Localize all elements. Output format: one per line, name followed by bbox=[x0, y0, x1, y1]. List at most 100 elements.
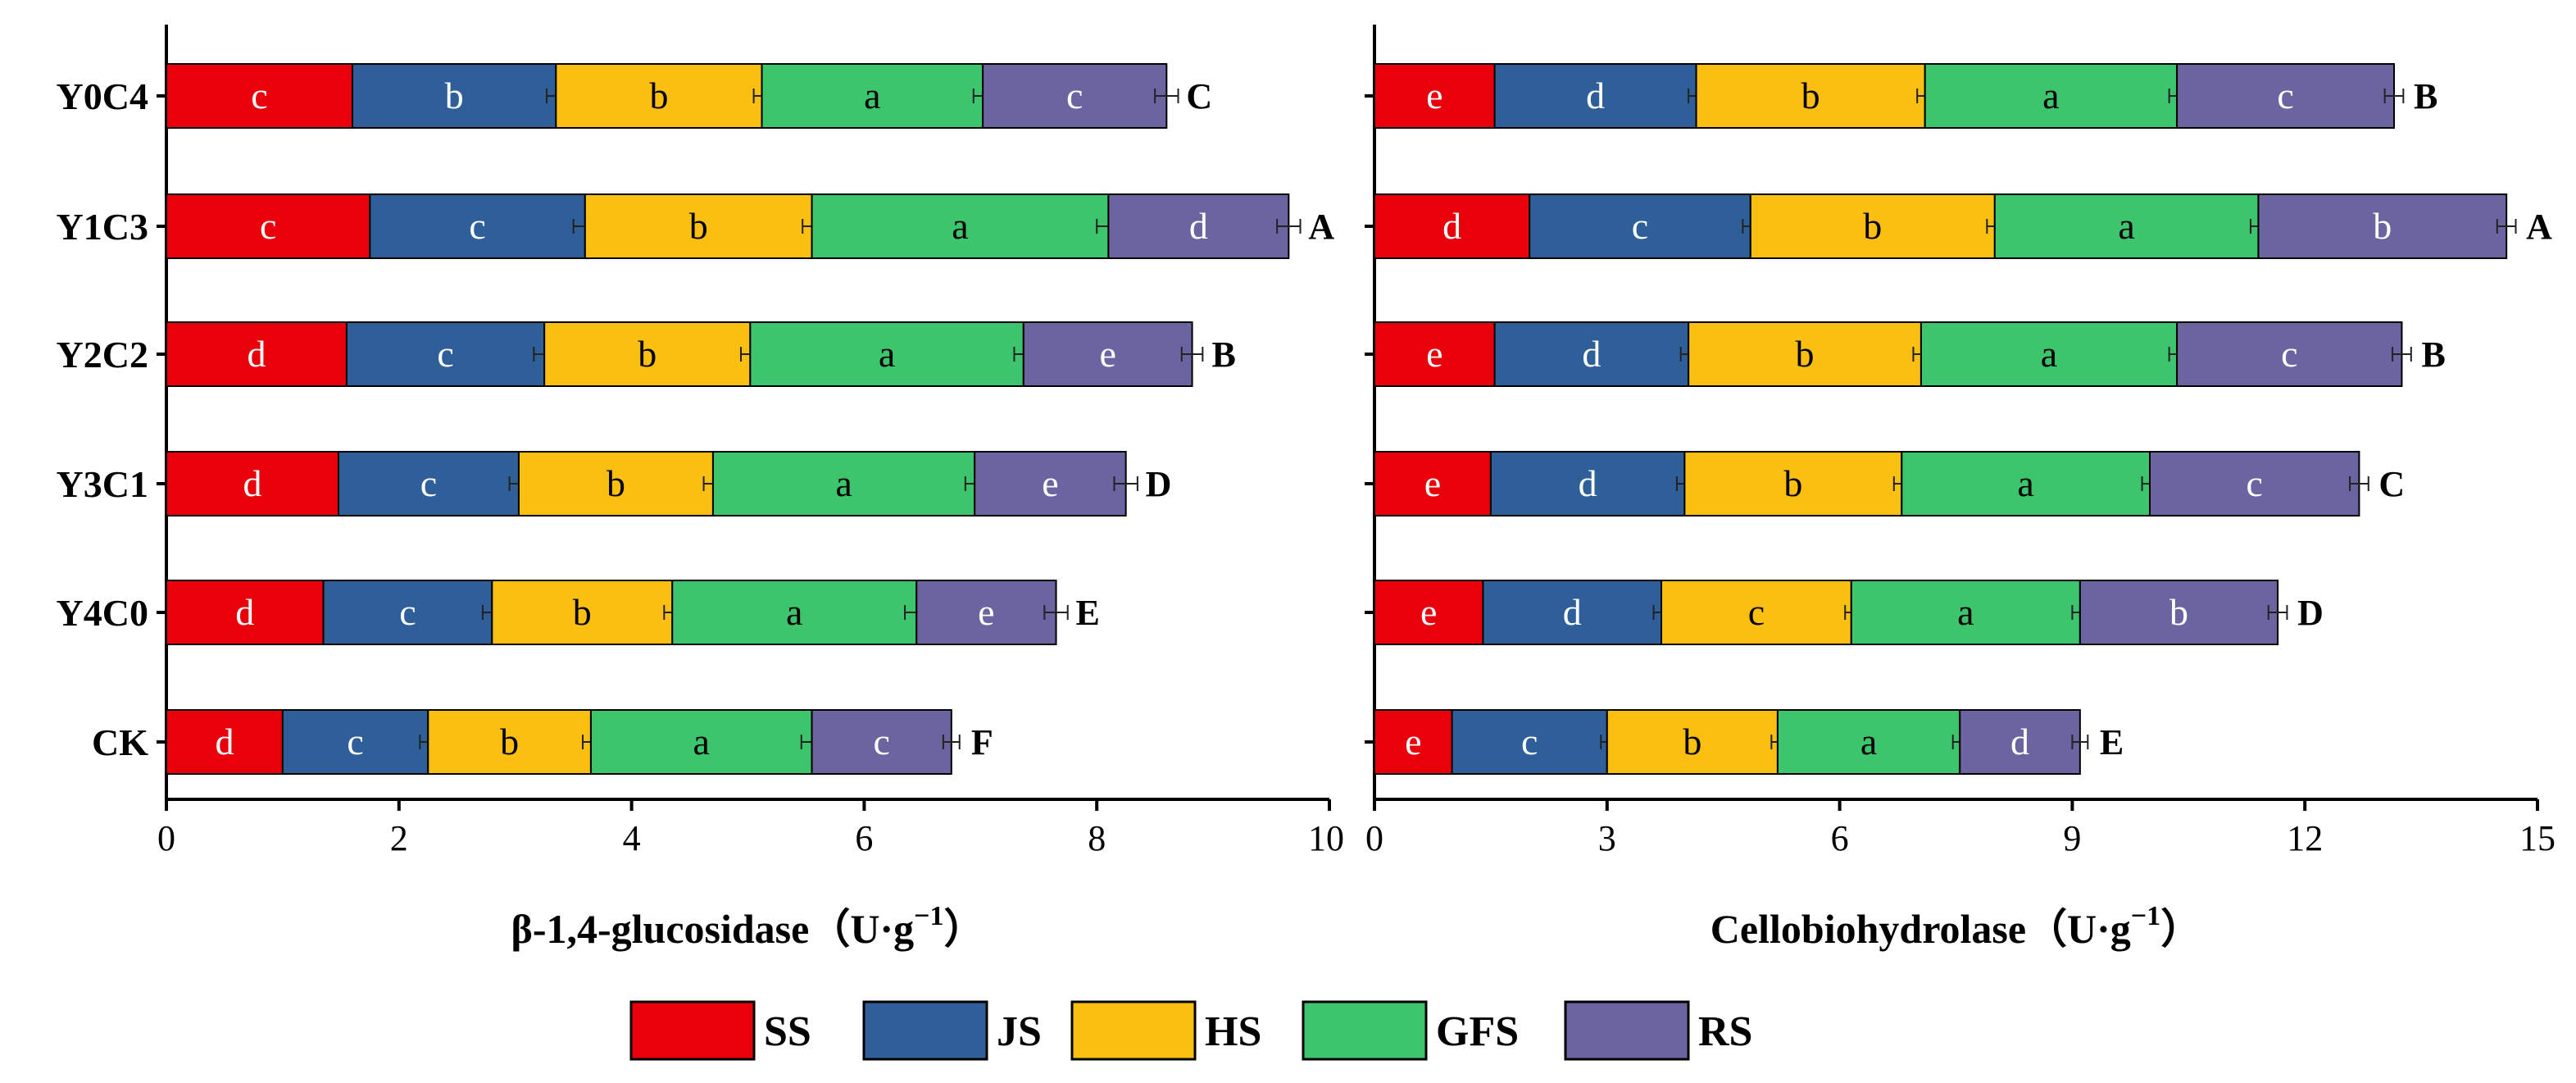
segment-letter: b bbox=[2169, 591, 2188, 633]
segment-letter: d bbox=[247, 333, 266, 375]
bar-segment-ss bbox=[1374, 580, 1484, 645]
segment-letter: b bbox=[573, 591, 592, 633]
total-letter: B bbox=[2414, 76, 2437, 116]
segment-letter: b bbox=[1801, 75, 1820, 116]
bar-segment-hs bbox=[584, 193, 813, 259]
bar-segment-gfs bbox=[1924, 63, 2178, 129]
total-letter: B bbox=[2421, 334, 2445, 375]
bar-segment-gfs bbox=[1993, 193, 2260, 259]
bar-segment-rs bbox=[974, 451, 1127, 516]
segment-letter: b bbox=[1863, 205, 1882, 247]
segment-letter: d bbox=[1189, 205, 1208, 247]
x-tick-label: 6 bbox=[855, 818, 873, 858]
segment-letter: c bbox=[251, 75, 267, 116]
segment-letter: e bbox=[1424, 462, 1441, 504]
bar-segment-gfs bbox=[1901, 451, 2151, 516]
x-tick-label: 8 bbox=[1088, 818, 1106, 858]
segment-letter: d bbox=[235, 591, 254, 633]
segment-letter: d bbox=[243, 462, 262, 504]
bar-segment-gfs bbox=[749, 321, 1024, 387]
bar-segment-js bbox=[1493, 63, 1697, 129]
segment-letter: c bbox=[2281, 333, 2297, 375]
bar-segment-rs bbox=[1022, 321, 1193, 387]
x-tick-label: 12 bbox=[2287, 818, 2323, 858]
segment-letter: e bbox=[1426, 333, 1442, 375]
bar-segment-ss bbox=[1374, 63, 1496, 129]
segment-letter: d bbox=[2010, 721, 2029, 762]
segment-letter: b bbox=[607, 462, 625, 504]
segment-letter: d bbox=[1563, 591, 1582, 633]
total-letter: E bbox=[1076, 593, 1100, 633]
bar-segment-js bbox=[1451, 709, 1608, 775]
segment-letter: e bbox=[1099, 333, 1115, 375]
segment-letter: e bbox=[1426, 75, 1442, 116]
segment-letter: c bbox=[437, 333, 453, 375]
total-letter: C bbox=[1186, 76, 1212, 116]
segment-letter: e bbox=[1042, 462, 1058, 504]
segment-letter: e bbox=[1405, 721, 1421, 762]
x-tick-label: 0 bbox=[157, 818, 175, 858]
x-axis-title-sup: −1 bbox=[2131, 901, 2160, 931]
x-tick-label: 6 bbox=[1831, 818, 1849, 858]
total-letter: A bbox=[2526, 207, 2552, 247]
bar-segment-rs bbox=[1107, 193, 1290, 259]
bar-segment-hs bbox=[555, 63, 763, 129]
segment-letter: d bbox=[1442, 205, 1461, 247]
x-tick-label: 2 bbox=[390, 818, 408, 858]
segment-letter: a bbox=[1957, 591, 1974, 633]
x-axis-title: β-1,4-glucosidase（U·g−1） bbox=[511, 901, 984, 952]
segment-letter: c bbox=[1066, 75, 1083, 116]
segment-letter: c bbox=[1748, 591, 1765, 633]
category-label: Y0C4 bbox=[57, 75, 148, 117]
x-axis-title-main: β-1,4-glucosidase（U·g bbox=[511, 906, 914, 952]
legend-label-gfs: GFS bbox=[1436, 1008, 1519, 1055]
bar-segment-js bbox=[345, 321, 546, 387]
bar-segment-js bbox=[1529, 193, 1751, 259]
bar-segment-rs bbox=[1959, 709, 2081, 775]
bar-segment-ss bbox=[166, 193, 371, 259]
segment-letter: a bbox=[864, 75, 880, 116]
segment-letter: a bbox=[693, 721, 710, 762]
bar-segment-hs bbox=[491, 580, 674, 645]
bar-segment-gfs bbox=[1920, 321, 2178, 387]
bar-segment-js bbox=[338, 451, 520, 516]
segment-letter: d bbox=[1586, 75, 1605, 116]
glucosidase-chart: 0 2 4 6 8 10 Y0C4 Y1C3 Y2C2 Y3C1 Y4C0 CK c b b a c Cc c b a d… bbox=[57, 25, 1344, 952]
x-tick-label: 10 bbox=[1308, 818, 1344, 858]
bar-segment-rs bbox=[2257, 193, 2508, 259]
x-axis-title: Cellobiohydrolase（U·g−1） bbox=[1711, 901, 2201, 952]
segment-letter: a bbox=[2041, 333, 2057, 375]
bar-segment-gfs bbox=[1776, 709, 1961, 775]
x-axis-title-close: ） bbox=[944, 906, 985, 952]
bar-segment-gfs bbox=[1850, 580, 2081, 645]
category-label: Y1C3 bbox=[57, 206, 148, 248]
total-letter: F bbox=[971, 722, 993, 762]
segment-letter: b bbox=[445, 75, 464, 116]
bar-segment-hs bbox=[1749, 193, 1996, 259]
segment-letter: a bbox=[2017, 462, 2033, 504]
segment-letter: c bbox=[260, 205, 276, 247]
segment-letter: a bbox=[786, 591, 802, 633]
segment-letter: a bbox=[952, 205, 968, 247]
bar-segment-hs bbox=[517, 451, 714, 516]
bar-segment-hs bbox=[1606, 709, 1779, 775]
x-axis-title-main: Cellobiohydrolase（U·g bbox=[1711, 906, 2131, 952]
segment-letter: d bbox=[1579, 462, 1597, 504]
segment-letter: b bbox=[649, 75, 668, 116]
bar-segment-hs bbox=[1661, 580, 1852, 645]
segment-letter: c bbox=[399, 591, 416, 633]
total-letter: A bbox=[1308, 207, 1334, 247]
x-tick-label: 9 bbox=[2063, 818, 2081, 858]
x-tick-label: 3 bbox=[1598, 818, 1616, 858]
segment-letter: c bbox=[469, 205, 485, 247]
bar-segment-gfs bbox=[671, 580, 918, 645]
bar-segment-ss bbox=[1374, 709, 1453, 775]
segment-letter: c bbox=[1632, 205, 1648, 247]
segment-letter: d bbox=[1582, 333, 1601, 375]
bar-segment-rs bbox=[915, 580, 1057, 645]
bar-segment-rs bbox=[2149, 451, 2360, 516]
segment-letter: a bbox=[879, 333, 895, 375]
segment-letter: a bbox=[1860, 721, 1877, 762]
bar-segment-hs bbox=[1683, 451, 1903, 516]
segment-letter: c bbox=[1521, 721, 1538, 762]
